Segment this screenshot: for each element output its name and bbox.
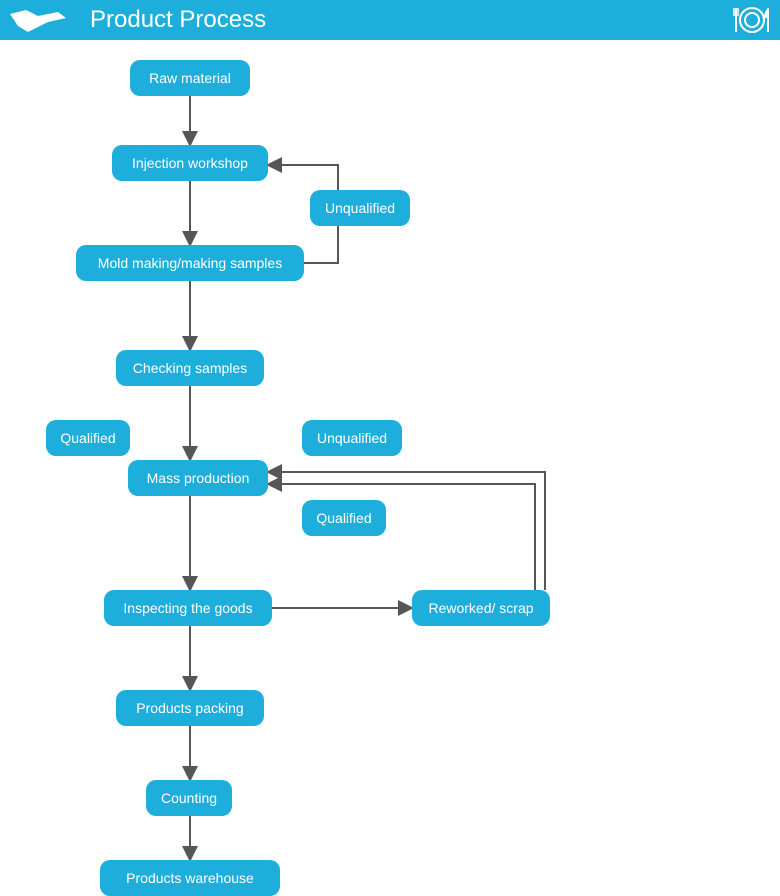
flow-node-inject: Injection workshop — [112, 145, 268, 181]
flow-node-check: Checking samples — [116, 350, 264, 386]
flow-node-mass: Mass production — [128, 460, 268, 496]
page-header: Product Process — [0, 0, 780, 40]
flow-node-packing: Products packing — [116, 690, 264, 726]
flow-node-raw: Raw material — [130, 60, 250, 96]
flow-node-warehouse: Products warehouse — [100, 860, 280, 896]
bird-icon — [8, 4, 68, 41]
flow-node-qual1: Qualified — [46, 420, 130, 456]
flow-node-counting: Counting — [146, 780, 232, 816]
flowchart-canvas: Raw material Injection workshop Unqualifie… — [0, 40, 780, 886]
flow-node-rework: Reworked/ scrap — [412, 590, 550, 626]
flow-node-mold: Mold making/making samples — [76, 245, 304, 281]
flow-node-unq1: Unqualified — [310, 190, 410, 226]
dining-icon — [732, 4, 772, 41]
flow-node-qual2: Qualified — [302, 500, 386, 536]
flow-node-inspect: Inspecting the goods — [104, 590, 272, 626]
flow-node-unq2: Unqualified — [302, 420, 402, 456]
page-title: Product Process — [90, 6, 266, 34]
